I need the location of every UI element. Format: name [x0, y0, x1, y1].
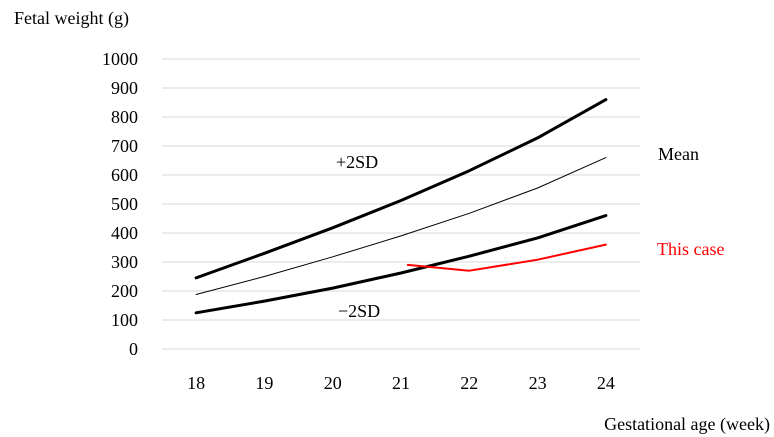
x-tick-labels: 18 19 20 21 22 23 24 [187, 373, 615, 393]
x-tick-label: 18 [187, 373, 205, 393]
y-tick-label: 500 [111, 194, 138, 214]
y-tick-label: 1000 [102, 49, 138, 69]
y-tick-label: 100 [111, 310, 138, 330]
series-label: This case [657, 239, 724, 259]
series-label: −2SD [338, 301, 380, 321]
y-axis-label: Fetal weight (g) [14, 8, 129, 29]
series-lines [194, 98, 608, 315]
x-tick-label: 20 [324, 373, 342, 393]
series-label: +2SD [336, 152, 378, 172]
x-tick-label: 21 [392, 373, 410, 393]
series-line-mean [195, 157, 607, 295]
x-tick-label: 22 [460, 373, 478, 393]
series-line-2sd [194, 98, 608, 280]
y-tick-label: 200 [111, 281, 138, 301]
x-tick-label: 23 [529, 373, 547, 393]
y-tick-label: 800 [111, 107, 138, 127]
y-tick-label: 700 [111, 136, 138, 156]
series-labels: +2SD Mean −2SD This case [336, 144, 724, 321]
x-axis-label: Gestational age (week) [604, 414, 770, 435]
x-tick-label: 24 [597, 373, 615, 393]
series-line-2sd [194, 214, 608, 315]
y-tick-label: 600 [111, 165, 138, 185]
grid [162, 58, 640, 350]
y-tick-label: 900 [111, 78, 138, 98]
series-line-this-case [406, 243, 607, 272]
y-tick-label: 400 [111, 223, 138, 243]
y-tick-label: 0 [129, 339, 138, 359]
y-tick-label: 300 [111, 252, 138, 272]
y-tick-labels: 0 100 200 300 400 500 600 700 800 900 1000 [102, 49, 138, 359]
x-tick-label: 19 [255, 373, 273, 393]
series-label: Mean [658, 144, 699, 164]
